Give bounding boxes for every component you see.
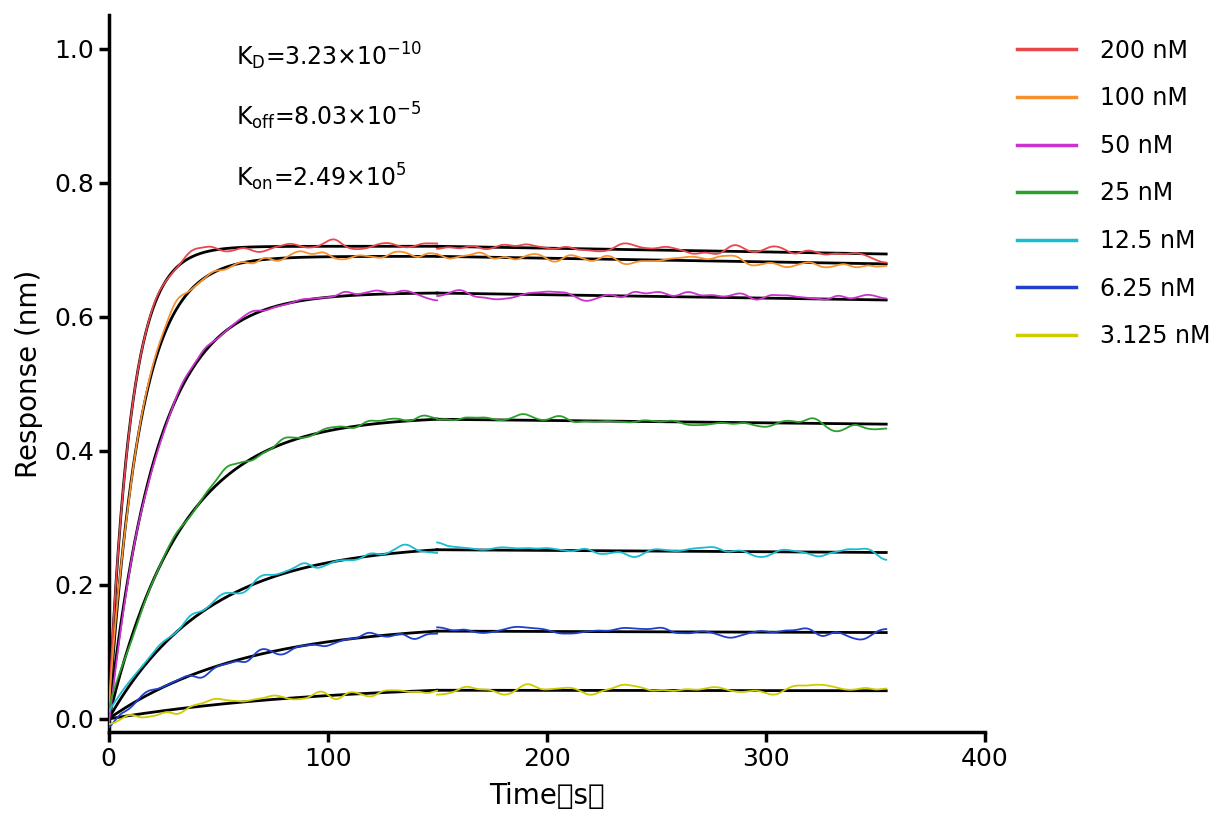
- Text: $\mathregular{K_D}$=3.23×10$\mathregular{^{-10}}$: $\mathregular{K_D}$=3.23×10$\mathregular…: [235, 40, 422, 72]
- Legend: 200 nM, 100 nM, 50 nM, 25 nM, 12.5 nM, 6.25 nM, 3.125 nM: 200 nM, 100 nM, 50 nM, 25 nM, 12.5 nM, 6…: [1006, 26, 1222, 360]
- Text: $\mathregular{K_{on}}$=2.49×10$\mathregular{^5}$: $\mathregular{K_{on}}$=2.49×10$\mathregu…: [235, 162, 406, 193]
- X-axis label: Time（s）: Time（s）: [489, 782, 604, 810]
- Y-axis label: Response (nm): Response (nm): [15, 270, 43, 478]
- Text: $\mathregular{K_{off}}$=8.03×10$\mathregular{^{-5}}$: $\mathregular{K_{off}}$=8.03×10$\mathreg…: [235, 101, 421, 133]
